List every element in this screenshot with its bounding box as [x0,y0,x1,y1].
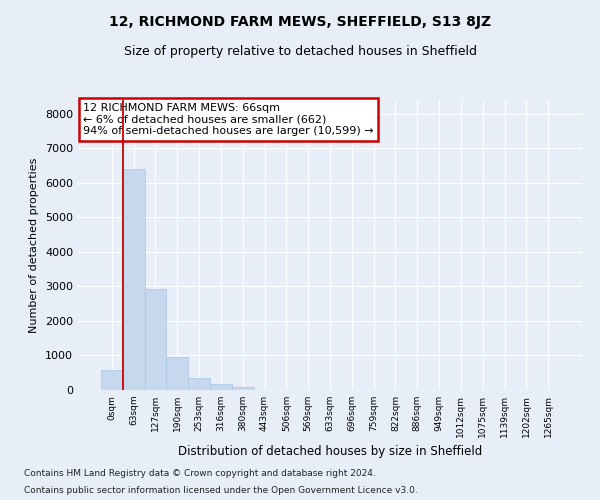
Text: 12, RICHMOND FARM MEWS, SHEFFIELD, S13 8JZ: 12, RICHMOND FARM MEWS, SHEFFIELD, S13 8… [109,15,491,29]
Text: Size of property relative to detached houses in Sheffield: Size of property relative to detached ho… [124,45,476,58]
Bar [123,169,145,390]
Bar [232,387,254,390]
Bar [210,384,232,390]
Text: Contains public sector information licensed under the Open Government Licence v3: Contains public sector information licen… [24,486,418,495]
Bar [101,370,123,390]
Text: 12 RICHMOND FARM MEWS: 66sqm
← 6% of detached houses are smaller (662)
94% of se: 12 RICHMOND FARM MEWS: 66sqm ← 6% of det… [83,103,374,136]
Bar [188,378,210,390]
X-axis label: Distribution of detached houses by size in Sheffield: Distribution of detached houses by size … [178,446,482,458]
Bar [166,357,188,390]
Y-axis label: Number of detached properties: Number of detached properties [29,158,40,332]
Text: Contains HM Land Registry data © Crown copyright and database right 2024.: Contains HM Land Registry data © Crown c… [24,468,376,477]
Bar [145,289,166,390]
